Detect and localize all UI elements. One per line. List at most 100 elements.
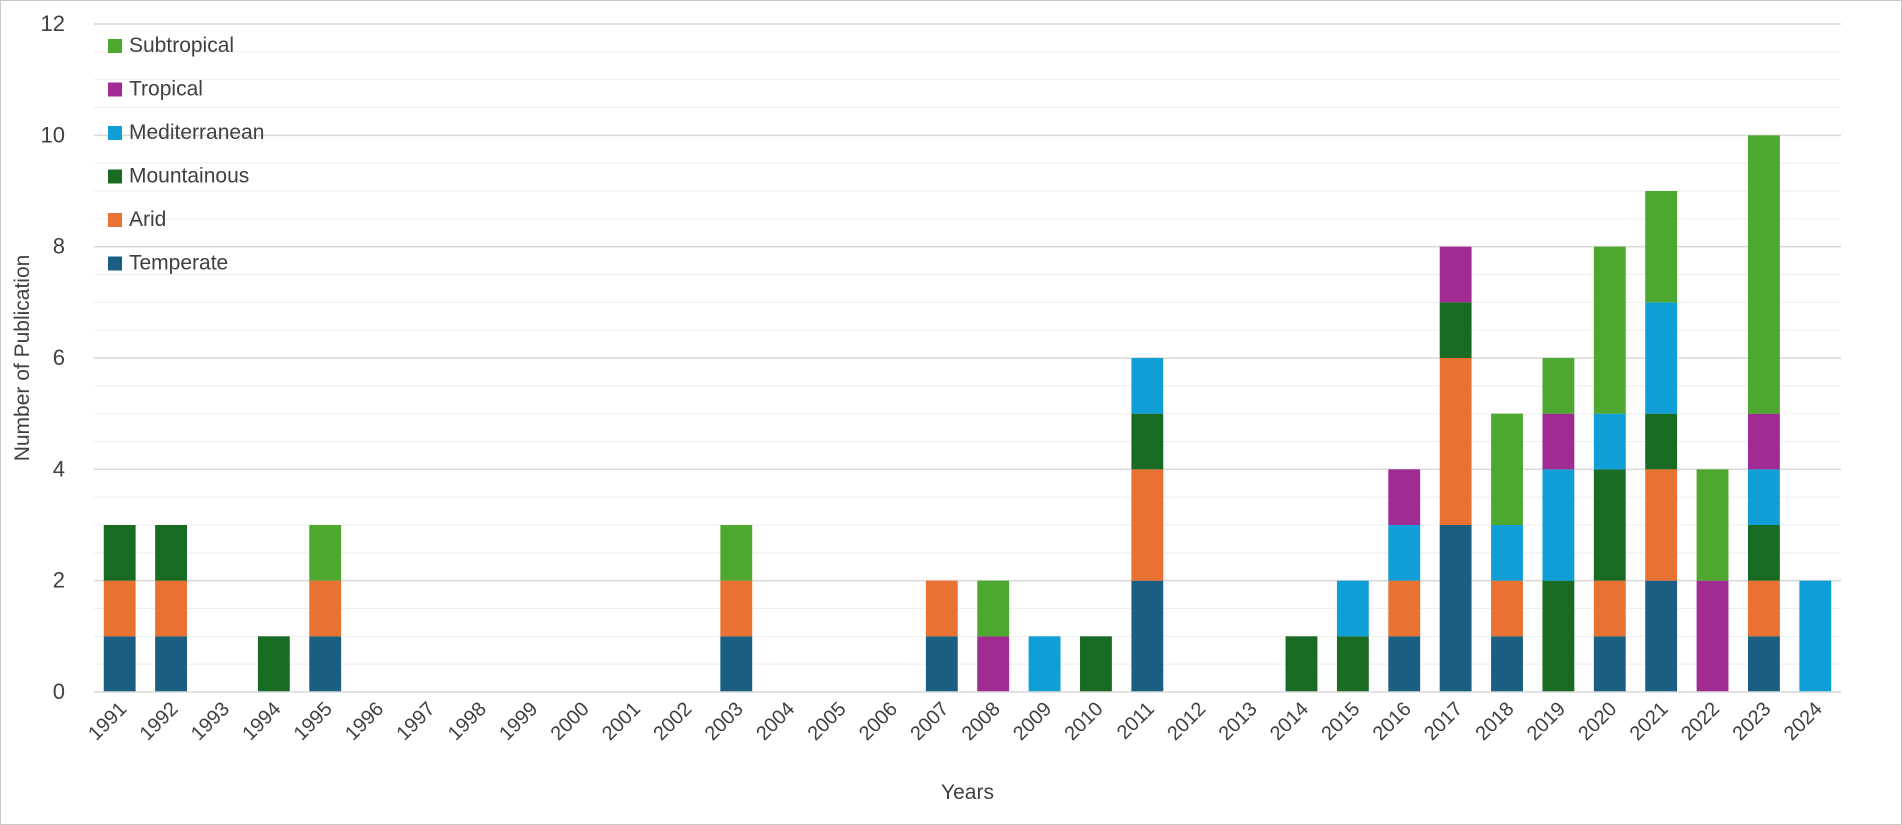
x-tick-label: 2002	[649, 698, 696, 745]
x-tick-label: 1995	[290, 698, 337, 745]
x-tick-label: 2006	[855, 698, 902, 745]
x-tick-label: 2015	[1317, 698, 1364, 745]
bar-segment-arid-2023	[1747, 580, 1780, 637]
bar-segment-temperate-2016	[1388, 636, 1421, 692]
bar-segment-mountainous-2011	[1131, 413, 1164, 470]
bar-segment-mediterranean-2015	[1336, 580, 1369, 637]
bar-segment-mediterranean-2020	[1593, 413, 1626, 470]
x-tick-label: 2010	[1060, 698, 1107, 745]
y-axis-title: Number of Publication	[11, 255, 34, 462]
x-tick-label: 2000	[547, 698, 594, 745]
bar-segment-mountainous-1994	[257, 636, 290, 692]
x-tick-label: 1991	[84, 698, 131, 745]
bar-segment-subtropical-2019	[1542, 358, 1575, 414]
bar-segment-mountainous-2017	[1439, 302, 1472, 358]
bar-segment-temperate-2011	[1131, 580, 1164, 692]
bar-segment-mountainous-2023	[1747, 525, 1780, 581]
bar-segment-arid-2011	[1131, 469, 1164, 581]
bar-segment-arid-2007	[925, 580, 958, 637]
x-tick-label: 2004	[752, 698, 799, 745]
bar-segment-arid-2018	[1491, 580, 1523, 637]
bar-segment-mediterranean-2024	[1799, 580, 1832, 692]
bar-segment-mountainous-2010	[1080, 636, 1112, 692]
bar-segment-mediterranean-2021	[1645, 302, 1678, 414]
legend-swatch-temperate	[108, 256, 122, 271]
x-tick-label: 2024	[1780, 698, 1827, 745]
y-tick-label: 4	[53, 456, 65, 481]
bar-segment-tropical-2022	[1696, 580, 1729, 692]
x-tick-label: 2008	[958, 698, 1005, 745]
legend-swatch-tropical	[108, 82, 122, 97]
bar-segment-arid-2003	[720, 580, 753, 637]
legend-swatch-subtropical	[108, 39, 122, 53]
bar-segment-mountainous-2019	[1542, 580, 1575, 692]
y-tick-label: 8	[53, 234, 65, 259]
bar-segment-mediterranean-2009	[1028, 636, 1061, 692]
bar-segment-mountainous-2014	[1285, 636, 1318, 692]
y-tick-label: 2	[53, 568, 65, 593]
bar-segment-subtropical-2023	[1747, 135, 1780, 414]
bar-segment-arid-2017	[1439, 358, 1472, 525]
bar-segment-mediterranean-2023	[1747, 469, 1780, 525]
x-tick-label: 1994	[238, 698, 285, 745]
bar-segment-tropical-2019	[1542, 413, 1575, 470]
x-tick-label: 2018	[1472, 698, 1519, 745]
bars	[103, 135, 1832, 692]
gridlines	[94, 23, 1841, 665]
bar-segment-tropical-2017	[1439, 246, 1472, 303]
bar-segment-temperate-2023	[1747, 636, 1780, 692]
x-tick-label: 2009	[1009, 698, 1056, 745]
x-tick-label: 2003	[701, 698, 748, 745]
bar-segment-subtropical-2003	[720, 525, 753, 581]
y-tick-label: 0	[53, 679, 65, 704]
x-tick-label: 1999	[495, 698, 542, 745]
bar-segment-arid-2020	[1593, 580, 1626, 637]
x-tick-label: 2017	[1420, 698, 1467, 745]
y-tick-label: 12	[41, 11, 65, 36]
x-tick-label: 1992	[136, 698, 183, 745]
bar-segment-mediterranean-2018	[1491, 525, 1523, 581]
bar-segment-temperate-2021	[1645, 580, 1678, 692]
y-axis-ticks: 0 2 4 6 8 10 12	[41, 11, 65, 704]
x-tick-label: 1996	[341, 698, 388, 745]
bar-segment-mountainous-1991	[103, 525, 136, 581]
bar-segment-tropical-2008	[977, 636, 1010, 692]
bar-segment-mediterranean-2011	[1131, 358, 1164, 414]
x-tick-label: 2005	[804, 698, 851, 745]
x-tick-label: 2020	[1574, 698, 1621, 745]
x-tick-label: 2011	[1113, 698, 1159, 744]
x-tick-label: 2019	[1523, 698, 1570, 745]
bar-segment-arid-1995	[309, 580, 342, 637]
bar-segment-temperate-2017	[1439, 525, 1472, 692]
bar-segment-mountainous-2015	[1336, 636, 1369, 692]
bar-segment-mountainous-1992	[155, 525, 188, 581]
x-tick-label: 1997	[392, 698, 439, 745]
legend-label-arid: Arid	[129, 208, 166, 231]
bar-segment-temperate-1992	[155, 636, 188, 692]
x-tick-label: 2016	[1369, 698, 1416, 745]
bar-segment-arid-2016	[1388, 580, 1421, 637]
x-tick-label: 2013	[1215, 698, 1262, 745]
bar-segment-subtropical-2018	[1491, 413, 1523, 525]
legend-label-mountainous: Mountainous	[129, 165, 249, 188]
x-tick-label: 2012	[1163, 698, 1210, 745]
bar-segment-mediterranean-2019	[1542, 469, 1575, 581]
x-tick-label: 2007	[906, 698, 953, 745]
bar-segment-temperate-2018	[1491, 636, 1523, 692]
x-tick-label: 1998	[444, 698, 491, 745]
legend-label-subtropical: Subtropical	[129, 34, 234, 57]
x-axis-title: Years	[941, 781, 994, 804]
legend-swatch-arid	[108, 213, 122, 227]
bar-segment-arid-1992	[155, 580, 188, 637]
legend-label-tropical: Tropical	[129, 78, 203, 101]
bar-segment-mountainous-2020	[1593, 469, 1626, 581]
x-tick-label: 2021	[1626, 698, 1673, 745]
bar-segment-subtropical-1995	[309, 525, 342, 581]
bar-segment-temperate-1995	[309, 636, 342, 692]
bar-segment-mountainous-2021	[1645, 413, 1678, 470]
legend-label-mediterranean: Mediterranean	[129, 121, 264, 144]
bar-segment-temperate-2020	[1593, 636, 1626, 692]
legend-swatch-mediterranean	[108, 126, 122, 140]
y-tick-label: 10	[41, 122, 65, 147]
